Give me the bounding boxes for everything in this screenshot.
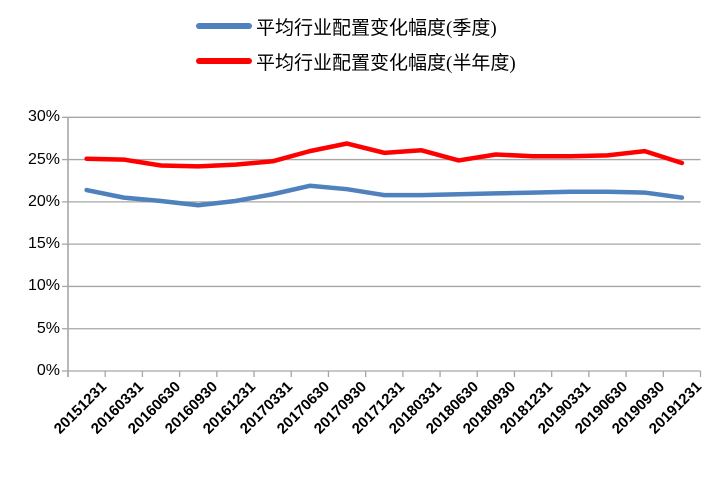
series-line-semiannual <box>84 141 685 169</box>
legend-label-quarterly: 平均行业配置变化幅度(季度) <box>256 17 497 39</box>
legend-item-semiannual: 平均行业配置变化幅度(半年度) <box>196 48 516 74</box>
series-line-quarterly <box>84 183 685 208</box>
y-axis-tick-label: 30% <box>27 108 60 126</box>
y-axis-tick-label: 0% <box>36 362 60 379</box>
y-axis-tick-label: 10% <box>27 277 60 295</box>
legend-line-swatch-quarterly <box>196 23 252 29</box>
chart-legend: 平均行业配置变化幅度(季度) 平均行业配置变化幅度(半年度) <box>196 13 516 74</box>
legend-line-swatch-semiannual <box>196 58 252 64</box>
y-axis-tick-label: 5% <box>36 319 60 337</box>
legend-item-quarterly: 平均行业配置变化幅度(季度) <box>196 13 516 39</box>
y-axis-tick-label: 20% <box>27 192 60 210</box>
y-axis-tick-label: 25% <box>27 150 60 168</box>
y-axis-tick-label: 15% <box>27 235 60 253</box>
legend-label-semiannual: 平均行业配置变化幅度(半年度) <box>256 52 516 74</box>
